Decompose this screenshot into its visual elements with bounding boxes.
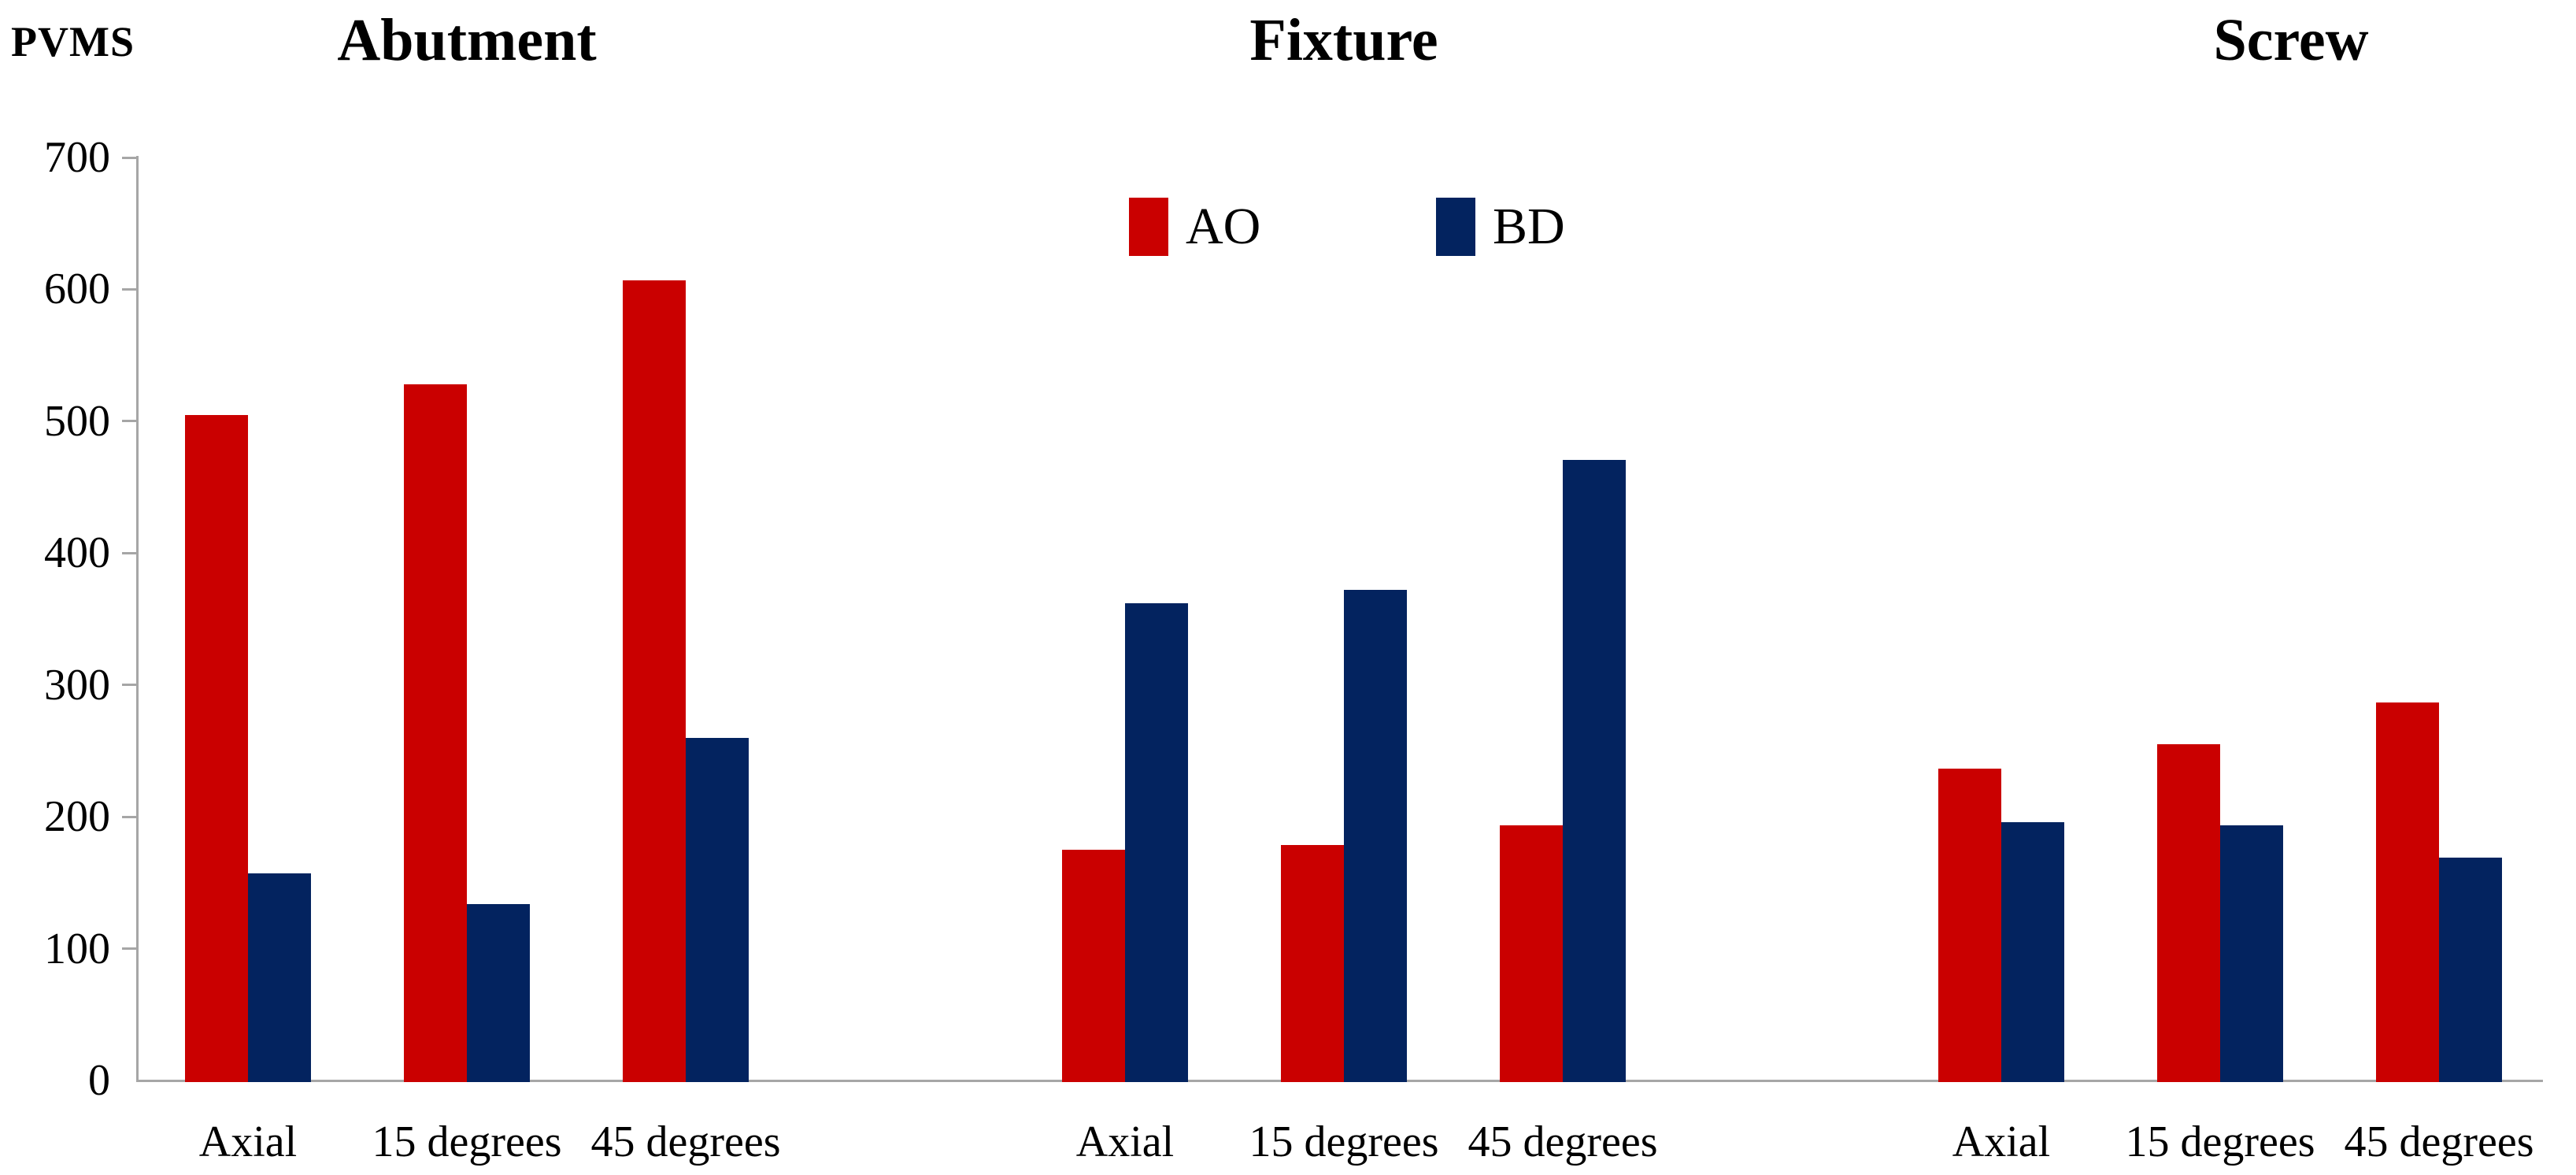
legend-label-ao: AO (1186, 198, 1261, 255)
bar-ao-screw-axial (1938, 769, 2001, 1082)
y-axis-tick (122, 287, 138, 291)
bar-bd-fixture-axial (1125, 603, 1188, 1082)
y-axis-label: 100 (44, 924, 110, 973)
y-axis-tick (122, 684, 138, 687)
y-axis-label: 0 (88, 1056, 110, 1105)
bar-ao-screw-15-degrees (2157, 744, 2220, 1082)
bar-ao-abutment-15-degrees (404, 384, 467, 1082)
group-title-abutment: Abutment (337, 7, 597, 73)
y-axis-tick (122, 420, 138, 423)
group-title-screw: Screw (2213, 7, 2369, 73)
x-axis-label-abutment-15-degrees: 15 degrees (372, 1118, 562, 1166)
x-axis-label-screw-axial: Axial (1952, 1118, 2051, 1166)
y-axis-label: 600 (44, 265, 110, 314)
y-axis-tick (122, 156, 138, 159)
bar-ao-abutment-axial (185, 415, 248, 1082)
x-axis-label-screw-15-degrees: 15 degrees (2125, 1118, 2315, 1166)
bar-ao-fixture-45-degrees (1500, 825, 1563, 1082)
x-axis-label-fixture-45-degrees: 45 degrees (1468, 1118, 1658, 1166)
x-axis-label-screw-45-degrees: 45 degrees (2344, 1118, 2534, 1166)
legend-swatch-bd (1436, 198, 1475, 256)
bar-ao-screw-45-degrees (2376, 702, 2439, 1082)
group-title-fixture: Fixture (1249, 7, 1438, 73)
bar-bd-screw-15-degrees (2220, 825, 2283, 1082)
y-axis-label: 200 (44, 792, 110, 842)
bar-bd-fixture-45-degrees (1563, 460, 1626, 1082)
y-axis-label: 500 (44, 396, 110, 446)
bar-ao-abutment-45-degrees (623, 280, 686, 1082)
legend-swatch-ao (1129, 198, 1168, 256)
x-axis-label-fixture-15-degrees: 15 degrees (1249, 1118, 1439, 1166)
x-axis-label-abutment-45-degrees: 45 degrees (590, 1118, 781, 1166)
legend-label-bd: BD (1493, 198, 1565, 255)
legend-item-ao: AO (1129, 192, 1260, 261)
x-axis-label-abutment-axial: Axial (198, 1118, 298, 1166)
y-axis-label: 400 (44, 528, 110, 578)
y-axis-label: 300 (44, 660, 110, 710)
y-axis-tick (122, 551, 138, 554)
bar-ao-fixture-15-degrees (1281, 845, 1344, 1082)
bar-ao-fixture-axial (1062, 850, 1125, 1082)
y-axis-tick (122, 815, 138, 818)
y-axis-line (136, 156, 139, 1082)
bar-bd-fixture-15-degrees (1344, 590, 1407, 1082)
y-axis-title: PVMS (11, 18, 135, 65)
legend-item-bd: BD (1436, 192, 1565, 261)
y-axis-tick (122, 947, 138, 951)
bar-bd-screw-axial (2001, 822, 2064, 1082)
y-axis-label: 700 (44, 133, 110, 182)
bar-bd-abutment-45-degrees (686, 738, 749, 1082)
x-axis-label-fixture-axial: Axial (1075, 1118, 1175, 1166)
bar-bd-abutment-axial (248, 873, 311, 1082)
bar-bd-abutment-15-degrees (467, 904, 530, 1082)
bar-bd-screw-45-degrees (2439, 858, 2502, 1082)
